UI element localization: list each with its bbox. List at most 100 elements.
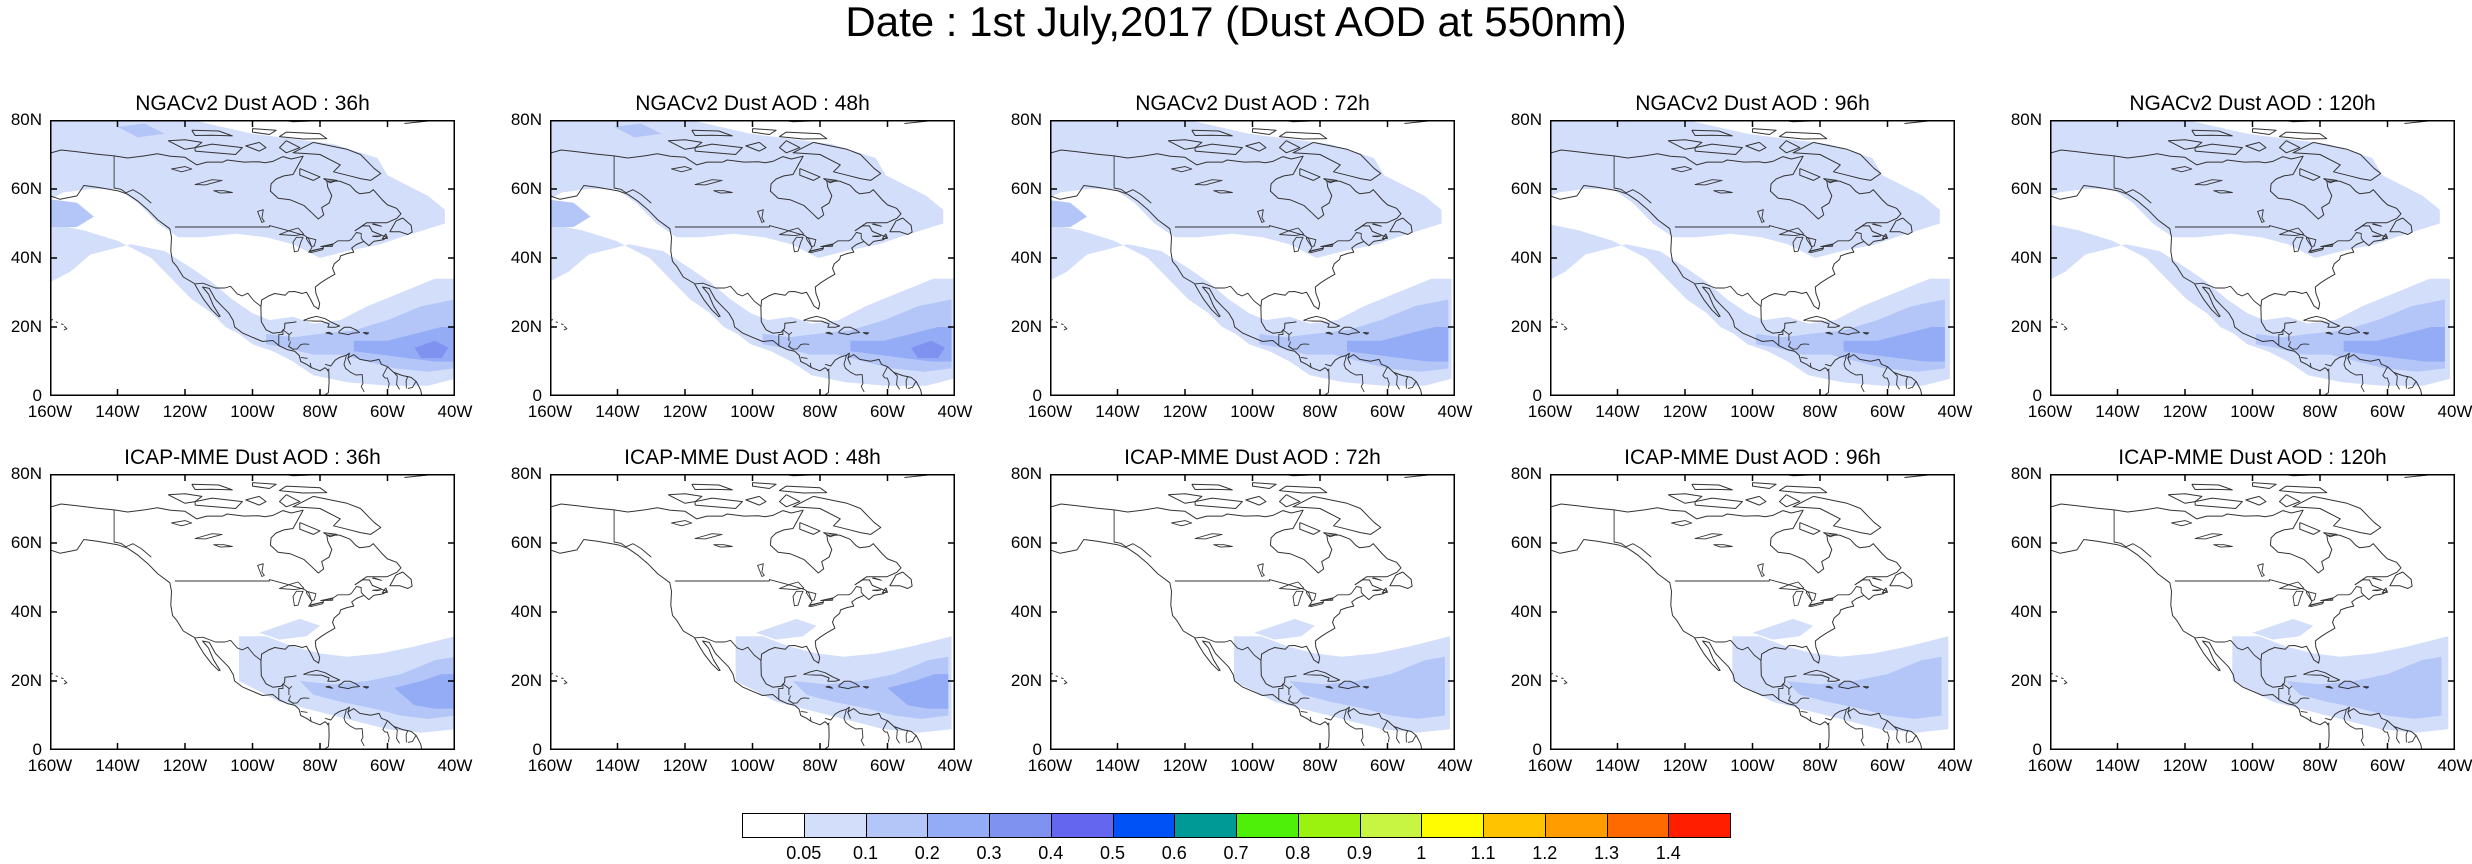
coastline [50, 539, 330, 750]
coastline [1372, 589, 1382, 592]
country-border [405, 376, 409, 389]
panel-title: ICAP-MME Dust AOD : 120h [2118, 446, 2387, 469]
x-tick-label: 100W [1230, 756, 1275, 775]
y-tick-label: 20N [10, 317, 42, 336]
coastline [2372, 577, 2382, 581]
coastline [2303, 315, 2341, 328]
coastline [1194, 143, 1243, 155]
x-tick-label: 160W [1527, 756, 1573, 775]
country-border [843, 355, 865, 393]
country-border [326, 722, 330, 726]
lake-outline [1694, 179, 1723, 186]
map-panel [550, 120, 955, 396]
y-tick-label: 40N [2010, 248, 2042, 267]
coastline [2389, 571, 2413, 589]
lake-outline [1671, 166, 1693, 173]
dust-aod-area [2252, 618, 2314, 640]
x-tick-label: 160W [27, 402, 73, 421]
country-border [1343, 709, 1365, 747]
country-border [2326, 368, 2330, 372]
dust-aod-area [117, 123, 165, 138]
coastline [2372, 235, 2382, 238]
map-panel [2050, 120, 2455, 396]
coastline [381, 233, 388, 240]
coastline [324, 352, 423, 396]
x-tick-label: 140W [1595, 756, 1640, 775]
dust-aod-area [550, 199, 591, 227]
country-border [1809, 362, 1812, 368]
coastline [299, 522, 321, 535]
coastline [1550, 149, 1902, 334]
coastline [1560, 677, 1564, 680]
country-border [1882, 720, 1890, 743]
dust-aod-area [394, 674, 455, 709]
y-tick-label: 80N [1510, 464, 1542, 483]
y-tick-label: 20N [1510, 671, 1542, 690]
coastline [1050, 503, 1402, 688]
country-border [1309, 716, 1312, 722]
coastline [1792, 141, 1882, 181]
lake-outline [1779, 227, 1805, 237]
x-tick-label: 100W [730, 756, 775, 775]
coastline [1279, 485, 1328, 494]
x-tick-label: 60W [1370, 756, 1405, 775]
lake-outline [2320, 243, 2334, 248]
coastline [550, 185, 830, 396]
dust-aod-area [755, 618, 817, 640]
country-border [194, 636, 262, 661]
lake-outline [292, 590, 304, 607]
lake-outline [320, 597, 334, 602]
colorbar-swatch [1421, 813, 1484, 838]
x-tick-label: 100W [1230, 402, 1275, 421]
map-canvas [1050, 120, 1455, 396]
country-border [1788, 699, 1794, 705]
coastline [2055, 321, 2058, 323]
x-tick-label: 160W [2027, 402, 2073, 421]
x-tick-label: 40W [1937, 756, 1973, 775]
country-border [1393, 372, 1400, 390]
coastline [1560, 323, 1564, 326]
country-border [2278, 329, 2293, 346]
x-tick-label: 120W [662, 756, 708, 775]
coastline [1325, 685, 1333, 689]
coastline [372, 235, 382, 238]
lake-outline [1257, 209, 1265, 223]
coastline [1563, 325, 1568, 331]
coastline [191, 129, 233, 137]
country-border [882, 720, 890, 743]
coastline [381, 587, 388, 594]
coastline [303, 669, 341, 682]
lake-outline [1806, 590, 1817, 602]
coastline [1362, 332, 1370, 335]
coastline [555, 321, 558, 323]
y-tick-label: 40N [2010, 602, 2042, 621]
dust-aod-area [1550, 120, 1940, 258]
lake-outline [213, 190, 233, 194]
lake-outline [279, 227, 305, 237]
country-border [174, 579, 365, 606]
lake-outline [779, 581, 805, 591]
country-border [674, 225, 865, 252]
coastline [1191, 483, 1233, 491]
coastline [2191, 483, 2233, 491]
map-canvas [1050, 474, 1455, 750]
lake-outline [2306, 236, 2317, 248]
country-border [826, 722, 830, 726]
colorbar-label: 1.3 [1593, 843, 1620, 863]
dust-aod-area [1752, 618, 1814, 640]
coastline [1691, 129, 1733, 137]
lake-outline [1713, 544, 1733, 548]
map-panel [1050, 120, 1455, 396]
y-tick-label: 80N [2010, 464, 2042, 483]
colorbar-swatch [1174, 813, 1237, 838]
country-border [2309, 716, 2312, 722]
coastline [2362, 686, 2370, 689]
coastline [1381, 233, 1388, 240]
y-tick-label: 0 [1032, 740, 1042, 759]
lake-outline [2213, 544, 2233, 548]
lake-outline [257, 563, 265, 577]
lake-outline [1757, 563, 1765, 577]
country-border [1674, 579, 1865, 606]
country-border [882, 366, 890, 389]
country-border [2300, 356, 2308, 359]
